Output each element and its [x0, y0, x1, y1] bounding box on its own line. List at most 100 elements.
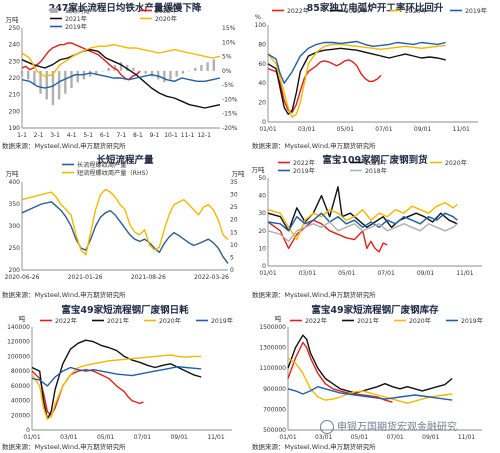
series-line: [267, 59, 382, 114]
y2-tick-label: 20: [230, 217, 238, 224]
x-tick-label: 03/01: [299, 270, 316, 277]
series-line: [21, 201, 229, 264]
legend-label: 2020年: [155, 15, 177, 23]
y-tick-label: 1100000: [259, 365, 286, 372]
y2-axis-unit: 万吨: [232, 169, 246, 178]
x-tick-label: 01/01: [279, 434, 296, 441]
series-line: [267, 43, 446, 118]
y-tick-label: 60: [258, 61, 266, 68]
yoy-bar: [156, 70, 160, 80]
x-tick-label: 2020-06-26: [5, 274, 40, 281]
y-tick-label: 40: [258, 80, 266, 87]
chart-panel-4: 富宝109家钢厂废钢到货 万吨 50 40 30 20 10 0 01/01 03/01 05/0…: [250, 152, 500, 300]
y-tick-label: 60000: [11, 383, 30, 390]
yoy-bar: [206, 62, 209, 71]
yoy-bar: [187, 70, 191, 72]
legend-label: 2021年: [107, 317, 129, 325]
yoy-bar: [76, 70, 79, 83]
yoy-bar: [144, 70, 147, 74]
chart-source: 数据来源：Mysteel,Wind,申万期货研究所: [252, 142, 376, 150]
y-tick-label: 210: [9, 92, 21, 99]
chart-svg-long-short: 万吨 万吨400350300250200353025201510502020-06…: [5, 161, 246, 281]
x-tick-label: 10-1: [164, 132, 178, 139]
yoy-bar: [119, 62, 123, 71]
x-tick-label: 07/01: [386, 434, 403, 441]
y-tick-label: 30: [258, 210, 266, 217]
series-line: [31, 354, 202, 420]
yoy-bar: [181, 70, 185, 74]
y-tick-label: 240: [9, 42, 21, 49]
y-axis-unit: 吨: [19, 314, 26, 323]
x-tick-label: 1-1: [17, 132, 27, 139]
chart-title: 富宝49家短流程钢厂废钢库存: [311, 305, 439, 316]
chart-source: 数据来源：Mysteel,Wind,申万期货研究所: [252, 443, 376, 451]
legend-label: 2021年: [365, 159, 387, 167]
y2-tick-label: -10%: [222, 96, 238, 103]
legend-label: 2020年: [159, 317, 181, 325]
y-tick-label: 20: [258, 228, 266, 235]
legend-label: 2020年: [409, 317, 431, 325]
chart-panel-1: 247家长流程日均铁水产量缓慢下降 万吨 250 240 230 220 210 200 19…: [0, 0, 250, 150]
series-line: [267, 47, 446, 115]
y-tick-label: 400: [9, 179, 21, 186]
x-tick-label: 03/01: [315, 434, 332, 441]
x-tick-label: 05/01: [337, 126, 354, 133]
x-tick-label: 6-1: [100, 132, 110, 139]
legend-label: 2020年: [405, 7, 427, 15]
y-tick-label: 300: [9, 223, 21, 230]
series-line: [21, 72, 221, 89]
series-line: [267, 186, 458, 232]
series-line: [31, 365, 202, 387]
x-tick-label: 12-1: [197, 132, 211, 139]
y-tick-label: 80: [258, 41, 266, 48]
y2-tick-label: -5%: [222, 82, 234, 89]
yoy-bar: [45, 70, 48, 100]
x-tick-label: 2-1: [34, 132, 44, 139]
x-tick-label: 07/01: [375, 126, 392, 133]
x-tick-label: 05/01: [338, 270, 355, 277]
yoy-bar: [39, 70, 42, 94]
chart-source: 数据来源：Mysteel,Wind,申万期货研究所: [2, 291, 126, 299]
series-line: [287, 357, 453, 404]
legend-label: 2019年: [65, 23, 87, 31]
x-tick-label: 07/01: [377, 270, 394, 277]
legend-label: 2022年: [155, 7, 177, 15]
y-tick-label: 140000: [7, 324, 30, 331]
x-tick-label: 8-1: [133, 132, 143, 139]
yoy-bar: [64, 70, 67, 94]
y-tick-label: 350: [9, 201, 21, 208]
y-tick-label: 0: [26, 427, 30, 434]
y-tick-label: 230: [9, 58, 21, 65]
y2-tick-label: -15%: [222, 111, 238, 118]
wechat-icon: [320, 420, 334, 434]
watermark: 申银万国期货宏观金融研究: [320, 418, 457, 434]
series-line: [267, 40, 446, 84]
y2-tick-label: 10%: [222, 39, 236, 46]
x-tick-label: 9-1: [150, 132, 160, 139]
y2-tick-label: 5: [230, 254, 234, 261]
series-line: [21, 42, 141, 81]
legend-label: 2021年: [65, 15, 87, 23]
legend-label: 2022年: [293, 159, 315, 167]
series-line: [287, 334, 453, 394]
x-tick-label: 09/01: [417, 270, 434, 277]
y-axis-unit: %: [255, 13, 261, 21]
yoy-bar: [70, 70, 73, 88]
yoy-bar: [150, 70, 154, 77]
y-tick-label: 700000: [263, 406, 286, 413]
y2-tick-label: 30: [230, 192, 238, 199]
x-tick-label: 5-1: [83, 132, 93, 139]
x-tick-label: 3-1: [50, 132, 60, 139]
y-tick-label: 50: [258, 175, 266, 182]
y-axis-unit: 万吨: [6, 169, 20, 178]
y-tick-label: 1500000: [259, 324, 286, 331]
y-tick-label: 120000: [7, 339, 30, 346]
series-line: [21, 44, 221, 78]
watermark-text: 申银万国期货宏观金融研究: [337, 422, 457, 433]
y2-tick-label: 25: [230, 204, 238, 211]
chart-panel-5: 富宝49家短流程钢厂废钢日耗 吨 140000 120000 100000 80000 6…: [0, 302, 250, 453]
series-line: [31, 339, 202, 420]
y-tick-label: 100000: [7, 353, 30, 360]
y2-tick-label: 35: [230, 179, 238, 186]
